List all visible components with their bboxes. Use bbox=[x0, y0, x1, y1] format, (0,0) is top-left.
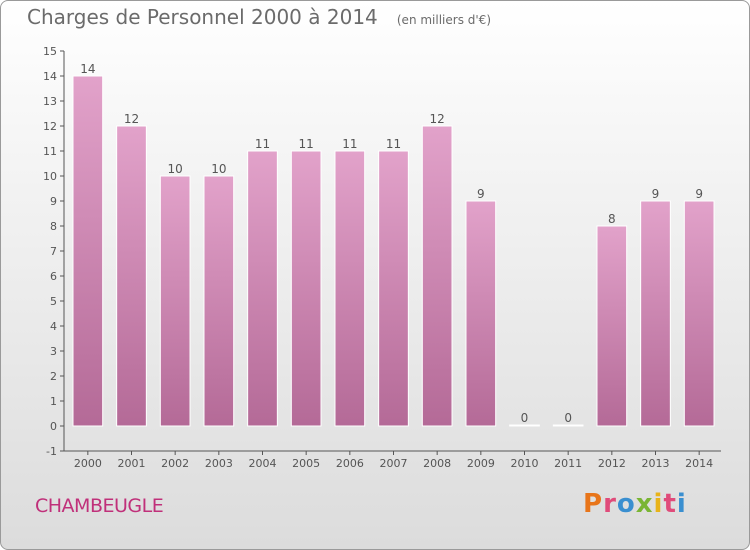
bar bbox=[334, 150, 366, 427]
y-tick-label: 0 bbox=[50, 420, 57, 433]
bar bbox=[683, 200, 715, 427]
commune-name: CHAMBEUGLE bbox=[35, 495, 164, 517]
bar bbox=[552, 424, 584, 427]
x-tick-label: 2009 bbox=[467, 457, 495, 470]
data-label: 8 bbox=[608, 212, 616, 226]
x-tick-label: 2014 bbox=[685, 457, 713, 470]
y-tick-label: 13 bbox=[43, 95, 57, 108]
y-tick-label: 1 bbox=[50, 395, 57, 408]
y-tick-label: 10 bbox=[43, 170, 57, 183]
y-tick-label: 5 bbox=[50, 295, 57, 308]
chart-title-main: Charges de Personnel 2000 à 2014 bbox=[27, 5, 378, 29]
y-tick-label: 7 bbox=[50, 245, 57, 258]
bar bbox=[421, 125, 453, 427]
brand-letter: i bbox=[653, 489, 664, 519]
x-tick-label: 2010 bbox=[511, 457, 539, 470]
y-tick-label: 14 bbox=[43, 70, 57, 83]
x-tick-label: 2006 bbox=[336, 457, 364, 470]
chart-title: Charges de Personnel 2000 à 2014 (en mil… bbox=[27, 5, 491, 29]
y-tick-label: -1 bbox=[46, 445, 57, 458]
y-tick-label: 2 bbox=[50, 370, 57, 383]
data-label: 11 bbox=[299, 137, 314, 151]
brand-letter: t bbox=[663, 489, 677, 519]
x-tick-label: 2003 bbox=[205, 457, 233, 470]
proxiti-logo[interactable]: Proxiti bbox=[583, 489, 687, 519]
data-label: 9 bbox=[695, 187, 703, 201]
x-tick-label: 2002 bbox=[161, 457, 189, 470]
data-label: 12 bbox=[124, 112, 139, 126]
data-label: 11 bbox=[255, 137, 270, 151]
brand-letter: r bbox=[603, 489, 617, 519]
chart-title-unit: (en milliers d'€) bbox=[396, 13, 491, 27]
y-tick-label: 8 bbox=[50, 220, 57, 233]
bar bbox=[378, 150, 409, 427]
y-tick-label: 3 bbox=[50, 345, 57, 358]
x-tick-label: 2005 bbox=[292, 457, 320, 470]
data-label: 11 bbox=[342, 137, 357, 151]
data-label: 11 bbox=[386, 137, 401, 151]
y-tick-label: 11 bbox=[43, 145, 57, 158]
y-tick-label: 6 bbox=[50, 270, 57, 283]
bar bbox=[247, 150, 278, 427]
y-tick-label: 9 bbox=[50, 195, 57, 208]
x-tick-label: 2013 bbox=[642, 457, 670, 470]
bar bbox=[596, 225, 628, 427]
bar bbox=[290, 150, 322, 427]
bar bbox=[203, 175, 235, 427]
x-tick-label: 2004 bbox=[249, 457, 277, 470]
data-label: 0 bbox=[564, 411, 572, 425]
bar bbox=[465, 200, 497, 427]
y-tick-label: 12 bbox=[43, 120, 57, 133]
data-label: 14 bbox=[80, 62, 95, 76]
data-label: 0 bbox=[521, 411, 529, 425]
brand-letter: P bbox=[583, 489, 604, 519]
data-label: 10 bbox=[211, 162, 226, 176]
bar bbox=[640, 200, 671, 427]
x-tick-label: 2007 bbox=[380, 457, 408, 470]
brand-letter: i bbox=[676, 489, 687, 519]
bar bbox=[509, 424, 540, 427]
x-tick-label: 2008 bbox=[423, 457, 451, 470]
x-tick-label: 2011 bbox=[554, 457, 582, 470]
data-label: 12 bbox=[430, 112, 445, 126]
x-tick-label: 2001 bbox=[118, 457, 146, 470]
bar bbox=[116, 125, 147, 427]
bar bbox=[159, 175, 191, 427]
data-label: 9 bbox=[477, 187, 485, 201]
y-tick-label: 15 bbox=[43, 45, 57, 58]
data-label: 9 bbox=[652, 187, 660, 201]
data-label: 10 bbox=[168, 162, 183, 176]
bar bbox=[72, 75, 104, 427]
brand-letter: x bbox=[635, 489, 654, 519]
brand-letter: o bbox=[616, 489, 636, 519]
y-tick-label: 4 bbox=[50, 320, 57, 333]
x-tick-label: 2012 bbox=[598, 457, 626, 470]
x-tick-label: 2000 bbox=[74, 457, 102, 470]
